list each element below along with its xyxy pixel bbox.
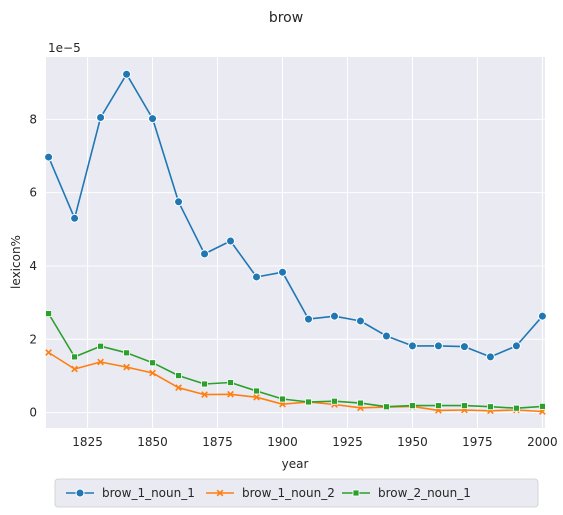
data-point	[303, 314, 313, 324]
y-multiplier-label: 1e−5	[48, 41, 81, 55]
data-point	[96, 112, 106, 122]
data-point	[175, 384, 182, 392]
legend-marker	[216, 489, 224, 497]
series-brow_2_noun_1	[45, 310, 546, 412]
legend-item-brow_1_noun_2[interactable]: brow_1_noun_2	[206, 486, 335, 500]
data-point	[433, 341, 443, 351]
data-point	[97, 358, 104, 366]
data-point	[71, 365, 78, 373]
y-tick-label: 8	[29, 112, 37, 126]
y-axis-label: lexicon%	[9, 235, 23, 289]
data-point	[148, 114, 158, 124]
x-tick-label: 1825	[72, 435, 103, 449]
data-point	[355, 316, 365, 326]
data-point	[252, 272, 262, 282]
data-point	[201, 380, 208, 388]
data-point	[459, 342, 469, 352]
series-line	[48, 351, 543, 413]
series-layer	[44, 69, 547, 415]
series-line	[47, 313, 543, 410]
data-point	[201, 391, 208, 399]
data-point	[357, 399, 364, 407]
data-point	[123, 349, 130, 357]
data-point	[383, 403, 390, 411]
data-point	[253, 387, 260, 395]
x-tick-label: 1900	[267, 435, 298, 449]
data-point	[537, 311, 547, 321]
gridlines	[46, 57, 545, 428]
x-tick-label: 1975	[462, 435, 493, 449]
data-point	[226, 236, 236, 246]
x-tick-label: 1850	[137, 435, 168, 449]
legend-item-brow_1_noun_1[interactable]: brow_1_noun_1	[66, 486, 195, 500]
x-axis-ticks: 1825 1850 1875 1900 1925 1950 1975 2000	[72, 435, 557, 449]
data-point	[70, 213, 80, 223]
data-point	[253, 393, 260, 401]
data-point	[200, 249, 210, 259]
data-point	[329, 311, 339, 321]
legend-marker	[352, 489, 360, 497]
y-tick-label: 4	[29, 259, 37, 273]
data-point	[407, 341, 417, 351]
y-tick-label: 0	[29, 406, 37, 420]
legend[interactable]: brow_1_noun_1 brow_1_noun_2 brow_2_noun_1	[54, 478, 539, 508]
plot-area	[46, 57, 545, 428]
data-point	[513, 404, 520, 412]
data-point	[97, 342, 104, 350]
data-point	[305, 398, 312, 406]
data-point	[435, 402, 442, 410]
data-point	[149, 369, 156, 377]
data-point	[381, 331, 391, 341]
data-point	[461, 402, 468, 410]
data-point	[539, 402, 546, 410]
x-tick-label: 1875	[202, 435, 233, 449]
data-point	[122, 69, 132, 79]
x-tick-label: 1925	[332, 435, 363, 449]
data-point	[44, 152, 54, 162]
data-point	[227, 379, 234, 386]
legend-label: brow_1_noun_1	[102, 486, 195, 500]
data-point	[123, 363, 130, 371]
data-point	[487, 403, 494, 411]
data-point	[511, 341, 521, 351]
data-point	[149, 359, 156, 367]
data-point	[331, 397, 338, 405]
y-tick-label: 6	[29, 186, 37, 200]
data-point	[279, 395, 286, 403]
data-point	[45, 310, 52, 318]
x-axis-label: year	[282, 457, 309, 471]
legend-frame	[54, 478, 539, 508]
legend-item-brow_2_noun_1[interactable]: brow_2_noun_1	[342, 486, 471, 500]
legend-label: brow_1_noun_2	[242, 486, 335, 500]
data-point	[71, 353, 78, 361]
data-point	[227, 390, 234, 398]
data-point	[174, 197, 184, 207]
x-tick-label: 2000	[527, 435, 558, 449]
y-axis-ticks: 0 2 4 6 8	[29, 112, 37, 419]
data-point	[278, 267, 288, 277]
y-tick-label: 2	[29, 332, 37, 346]
legend-label: brow_2_noun_1	[378, 486, 471, 500]
legend-marker	[75, 488, 85, 498]
data-point	[485, 352, 495, 362]
data-point	[409, 402, 416, 410]
data-point	[175, 372, 182, 379]
data-point	[45, 349, 52, 356]
series-brow_1_noun_1	[44, 69, 547, 362]
chart-title: brow	[269, 10, 303, 26]
x-tick-label: 1950	[397, 435, 428, 449]
